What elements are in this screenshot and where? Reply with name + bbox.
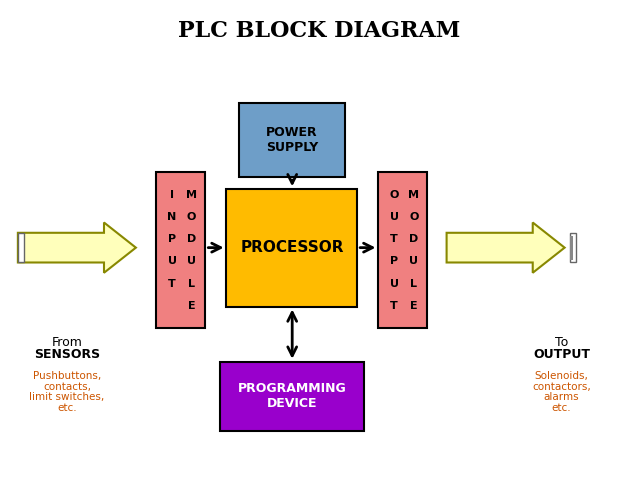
Text: O: O [409, 212, 419, 222]
Text: U: U [390, 212, 399, 222]
Text: M: M [408, 190, 419, 200]
Text: U: U [390, 279, 399, 289]
Bar [18, 233, 24, 262]
Text: E: E [410, 301, 417, 311]
Text: SENSORS: SENSORS [34, 348, 100, 361]
Text: L: L [410, 279, 417, 289]
Text: O: O [389, 190, 399, 200]
Text: T: T [168, 279, 176, 289]
Text: Solenoids,: Solenoids, [535, 371, 588, 381]
Text: Pushbuttons,: Pushbuttons, [33, 371, 101, 381]
Text: T: T [390, 301, 398, 311]
Text: D: D [187, 234, 197, 244]
Text: To: To [555, 336, 568, 349]
Text: D: D [409, 234, 419, 244]
Text: From: From [52, 336, 82, 349]
Text: contactors,: contactors, [532, 382, 591, 391]
FancyArrow shape [447, 222, 565, 273]
Text: PROCESSOR: PROCESSOR [240, 240, 344, 255]
Text: limit switches,: limit switches, [29, 392, 105, 402]
Text: U: U [168, 256, 177, 266]
Bar [20, 236, 21, 260]
Bar [570, 233, 576, 262]
Text: P: P [390, 256, 398, 266]
Text: U: U [187, 256, 196, 266]
Text: PLC BLOCK DIAGRAM: PLC BLOCK DIAGRAM [178, 20, 460, 42]
Text: contacts,: contacts, [43, 382, 91, 391]
Text: O: O [187, 212, 197, 222]
Text: POWER
SUPPLY: POWER SUPPLY [266, 126, 318, 154]
Text: etc.: etc. [552, 403, 571, 412]
Bar [378, 172, 427, 328]
Bar [226, 189, 357, 307]
Text: PROGRAMMING
DEVICE: PROGRAMMING DEVICE [237, 382, 346, 411]
Text: N: N [167, 212, 177, 222]
Text: alarms: alarms [544, 392, 579, 402]
Text: etc.: etc. [57, 403, 77, 412]
Text: E: E [188, 301, 195, 311]
Text: OUTPUT: OUTPUT [533, 348, 590, 361]
Bar [570, 236, 571, 260]
Text: T: T [390, 234, 398, 244]
FancyArrow shape [18, 222, 136, 273]
Bar [572, 236, 573, 260]
Text: M: M [186, 190, 197, 200]
Text: P: P [168, 234, 176, 244]
Bar [156, 172, 205, 328]
Bar [220, 362, 364, 431]
Text: I: I [170, 190, 174, 200]
Text: U: U [409, 256, 418, 266]
Text: L: L [188, 279, 195, 289]
Bar [239, 103, 345, 177]
